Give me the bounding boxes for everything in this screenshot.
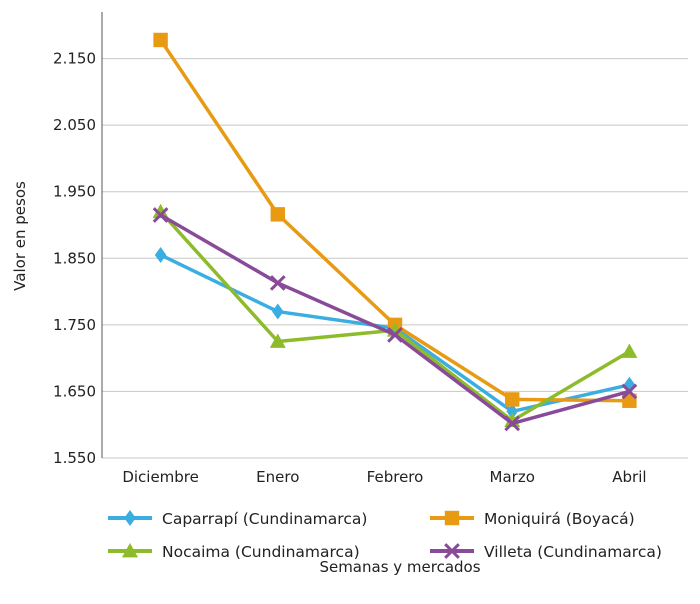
data-point: [621, 343, 638, 358]
y-axis-title: Valor en pesos: [11, 181, 29, 291]
legend: Caparrapí (Cundinamarca) Moniquirá (Boyac…: [108, 510, 662, 561]
x-axis-title: Semanas y mercados: [319, 558, 480, 576]
legend-marker: [444, 543, 460, 559]
legend-label: Caparrapí (Cundinamarca): [162, 510, 367, 528]
data-point: [152, 203, 169, 219]
data-point: [621, 383, 638, 400]
data-point: [269, 333, 286, 348]
y-tick-label: 2.150: [53, 50, 96, 68]
data-point: [272, 303, 284, 320]
legend-item: Villeta (Cundinamarca): [430, 543, 662, 561]
legend-item: Caparrapí (Cundinamarca): [108, 510, 367, 528]
data-point: [154, 246, 167, 263]
series-lines: [152, 32, 638, 432]
data-point: [152, 207, 169, 223]
y-tick-label: 1.650: [53, 382, 96, 400]
legend-item: Moniquirá (Boyacá): [430, 510, 635, 528]
x-tick-label: Enero: [256, 468, 299, 486]
x-tick-label: Diciembre: [122, 468, 199, 486]
series-square: [153, 32, 637, 408]
x-tick-label: Febrero: [367, 468, 424, 486]
y-tick-labels: 1.550 1.650 1.750 1.850 1.950 2.050 2.150: [53, 50, 96, 467]
data-point: [504, 415, 521, 432]
series-line: [159, 210, 631, 423]
series-line: [159, 38, 630, 403]
data-point: [269, 275, 286, 291]
data-point: [505, 392, 520, 407]
x-tick-labels: Diciembre Enero Febrero Marzo Abril: [122, 468, 646, 486]
x-tick-label: Abril: [612, 468, 646, 486]
legend-label: Nocaima (Cundinamarca): [162, 543, 360, 561]
series-x: [152, 207, 638, 432]
legend-label: Moniquirá (Boyacá): [484, 510, 635, 528]
y-tick-label: 1.850: [53, 249, 96, 267]
data-point: [153, 32, 168, 48]
data-point: [387, 326, 403, 343]
legend-marker: [124, 510, 136, 526]
legend-marker: [122, 543, 138, 558]
y-tick-label: 1.950: [53, 183, 96, 201]
y-tick-label: 2.050: [53, 116, 96, 134]
legend-marker: [444, 510, 460, 526]
data-point: [506, 403, 518, 420]
data-point: [270, 207, 285, 222]
x-tick-label: Marzo: [490, 468, 535, 486]
y-tick-label: 1.750: [53, 316, 96, 334]
series-triangle: [152, 203, 638, 428]
y-tick-label: 1.550: [53, 449, 96, 467]
legend-item: Nocaima (Cundinamarca): [108, 543, 360, 561]
legend-label: Villeta (Cundinamarca): [484, 543, 662, 561]
